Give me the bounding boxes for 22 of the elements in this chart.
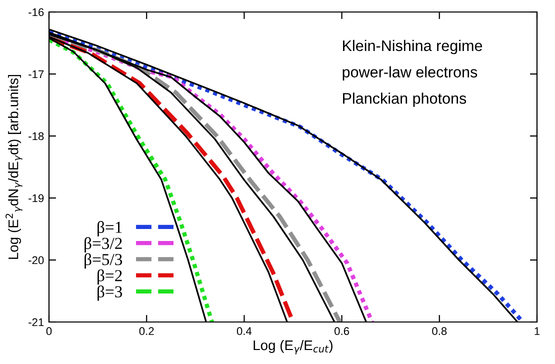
y-tick-label: -20 (28, 256, 44, 264)
legend-label: β=3/2 (84, 237, 122, 252)
annotation: power-law electrons (342, 66, 478, 80)
legend-label: β=3 (98, 286, 122, 301)
x-axis-title: Log (E$_{γ}$/E$_{cut}$) (254, 340, 332, 354)
x-tick-label: 0.4 (236, 327, 252, 336)
annotation: Klein-Nishina regime (343, 40, 482, 54)
x-tick-label: 0 (46, 327, 52, 336)
x-tick-label: 1 (534, 327, 540, 335)
annotation: Planckian photons (343, 92, 466, 107)
x-tick-label: 0.2 (139, 327, 154, 336)
y-tick-label: -18 (28, 132, 44, 140)
legend-label: β=5/3 (84, 253, 122, 269)
legend-label: β=1 (98, 221, 122, 236)
x-tick-label: 0.6 (334, 327, 350, 336)
y-tick-label: -21 (28, 318, 44, 326)
y-axis-title: Log (E$^{2}$$_{γ}$dN$_{γ}$/dE$_{γ}$dt) [arb.units] (6, 74, 22, 259)
x-tick-label: 0.8 (432, 327, 447, 336)
y-tick-label: -19 (28, 194, 44, 202)
y-tick-label: -17 (28, 70, 44, 78)
legend-label: β=2 (98, 269, 122, 285)
y-tick-label: -16 (28, 8, 44, 16)
